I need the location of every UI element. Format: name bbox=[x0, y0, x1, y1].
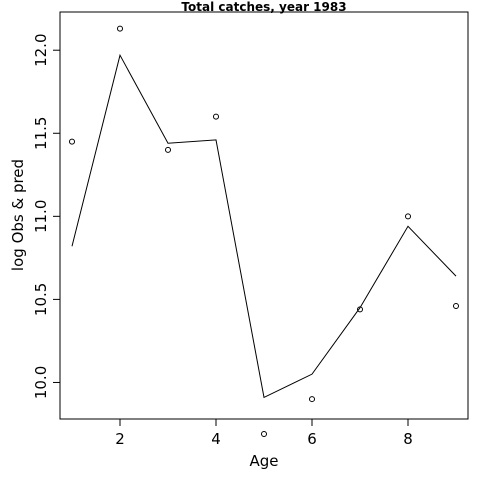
y-tick-label: 11.0 bbox=[32, 200, 50, 233]
x-tick-label: 4 bbox=[211, 430, 221, 448]
observed-point bbox=[405, 213, 411, 220]
observed-point bbox=[213, 113, 219, 120]
observed-point bbox=[117, 25, 123, 32]
x-tick-label: 2 bbox=[115, 430, 125, 448]
x-axis-title: Age bbox=[249, 452, 278, 470]
x-tick-label: 6 bbox=[307, 430, 317, 448]
plot-area-frame bbox=[59, 11, 469, 420]
observed-point bbox=[453, 303, 459, 310]
x-axis: 2 4 6 8 bbox=[115, 418, 413, 448]
observed-point bbox=[261, 430, 267, 437]
observed-point bbox=[357, 306, 363, 313]
y-tick-label: 11.5 bbox=[32, 117, 50, 150]
x-tick-label: 8 bbox=[403, 430, 413, 448]
y-axis: 10.0 10.5 11.0 11.5 12.0 bbox=[32, 34, 61, 399]
series-layer bbox=[69, 25, 459, 437]
chart-title: Total catches, year 1983 bbox=[181, 0, 346, 14]
observed-point bbox=[165, 146, 171, 153]
observed-point bbox=[69, 138, 75, 145]
y-tick-label: 12.0 bbox=[32, 34, 50, 67]
y-axis-title: log Obs & pred bbox=[9, 159, 27, 271]
predicted-line bbox=[71, 53, 457, 399]
observed-point bbox=[309, 396, 315, 403]
y-tick-label: 10.5 bbox=[32, 283, 50, 316]
y-tick-label: 10.0 bbox=[32, 366, 50, 399]
